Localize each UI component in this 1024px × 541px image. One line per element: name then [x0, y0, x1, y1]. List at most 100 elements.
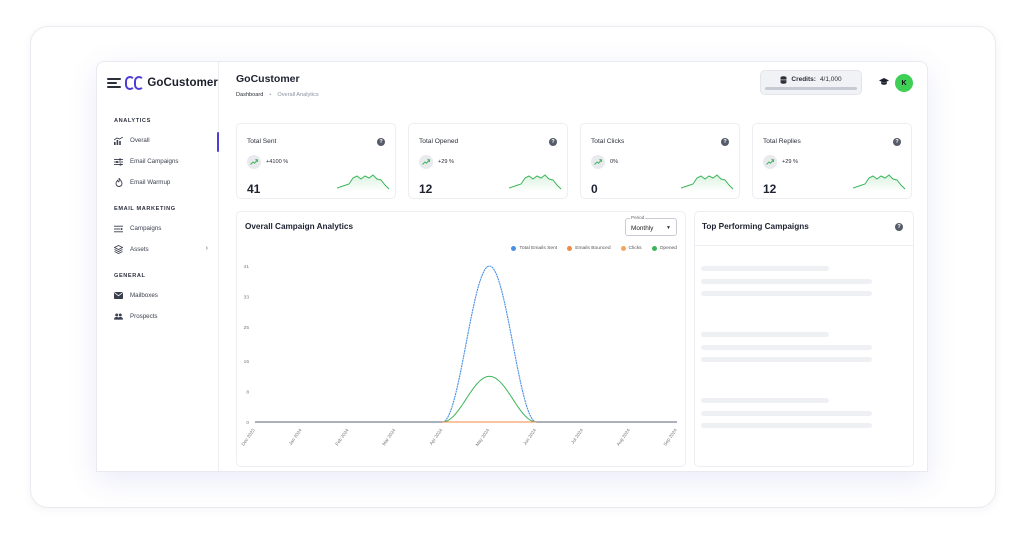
loading-skeleton	[701, 411, 872, 416]
help-icon[interactable]: ?	[549, 138, 557, 146]
legend-label: Clicks	[628, 246, 642, 251]
sidebar-item-email-campaigns[interactable]: Email Campaigns	[97, 151, 218, 172]
stat-card-total-sent: Total Sent ? +4100 % 41	[236, 123, 396, 199]
sidebar-item-campaigns[interactable]: Campaigns	[97, 218, 218, 239]
chart-legend: Total Emails Sent Emails Bounced Clicks Ope…	[511, 246, 677, 251]
loading-skeleton	[701, 332, 829, 337]
logo-row: GoCustomer	[97, 62, 218, 104]
loading-skeleton	[701, 423, 872, 428]
campaign-line-chart: 0 8 16 25 33 41 Dec 2023 Jan 2024 Feb 2024 Mar 20…	[240, 264, 678, 447]
main-content: GoCustomer Dashboard • Overall Analytics…	[219, 62, 927, 471]
sidebar-item-prospects[interactable]: Prospects	[97, 306, 218, 327]
sidebar-item-label: Overall	[130, 137, 150, 144]
stat-value: 41	[247, 182, 261, 196]
stat-value: 12	[763, 182, 777, 196]
database-icon	[780, 75, 787, 84]
breadcrumb-dashboard[interactable]: Dashboard	[236, 92, 264, 98]
caret-down-icon: ▼	[666, 225, 671, 231]
sidebar-section-title: EMAIL MARKETING	[114, 206, 176, 212]
credits-value: 4/1,000	[819, 76, 842, 83]
loading-skeleton	[701, 357, 872, 362]
sparkline	[681, 174, 734, 192]
x-tick-label: Dec 2023	[240, 427, 256, 446]
logo-text: GoCustomer	[147, 77, 218, 89]
graduation-cap-icon[interactable]	[879, 78, 889, 88]
stat-value: 0	[591, 182, 598, 196]
sidebar-item-overall[interactable]: Overall	[97, 130, 219, 152]
stat-change: 0%	[610, 159, 619, 165]
y-tick-label: 8	[246, 390, 249, 396]
y-tick-label: 16	[244, 359, 250, 365]
trend-up-icon	[591, 155, 605, 169]
loading-skeleton	[701, 279, 872, 284]
app-window: GoCustomer ANALYTICS Overall Email Campaig…	[96, 61, 928, 472]
list-icon	[114, 224, 123, 233]
breadcrumb: Dashboard • Overall Analytics	[236, 92, 319, 98]
loading-skeleton	[701, 266, 829, 271]
x-tick-label: Jun 2024	[522, 427, 537, 446]
layers-icon	[114, 245, 123, 254]
sidebar-item-label: Mailboxes	[130, 292, 158, 299]
sidebar-item-email-warmup[interactable]: Email Warmup	[97, 172, 218, 193]
sidebar-item-assets[interactable]: Assets ›	[97, 239, 218, 260]
legend-label: Total Emails Sent	[519, 246, 558, 251]
stat-title: Total Clicks	[591, 138, 625, 145]
legend-item[interactable]: Clicks	[620, 246, 642, 251]
stat-title: Total Sent	[247, 138, 277, 145]
y-tick-label: 0	[246, 420, 249, 426]
legend-dot	[620, 246, 626, 251]
campaign-analytics-title: Overall Campaign Analytics	[245, 222, 353, 231]
help-icon[interactable]: ?	[721, 138, 729, 146]
sidebar: GoCustomer ANALYTICS Overall Email Campaig…	[97, 62, 219, 471]
hamburger-menu-icon[interactable]	[107, 78, 121, 88]
stat-card-total-replies: Total Replies ? +29 % 12	[752, 123, 912, 199]
help-icon[interactable]: ?	[377, 138, 385, 146]
period-select[interactable]: Period Monthly ▼	[625, 215, 677, 236]
trend-up-icon	[763, 155, 777, 169]
loading-skeleton	[701, 398, 829, 403]
sidebar-item-label: Email Campaigns	[130, 158, 179, 165]
avatar[interactable]: K	[895, 74, 913, 92]
trend-up-icon	[247, 155, 261, 169]
sparkline	[853, 174, 906, 192]
legend-label: Emails Bounced	[575, 246, 611, 251]
help-icon[interactable]: ?	[895, 223, 903, 231]
credits-label: Credits:	[791, 76, 816, 83]
sidebar-item-label: Assets	[130, 246, 149, 253]
legend-item[interactable]: Opened	[651, 246, 677, 251]
stat-title: Total Opened	[419, 138, 459, 145]
stat-change: +29 %	[782, 159, 799, 165]
breadcrumb-current: Overall Analytics	[277, 92, 319, 98]
mail-icon	[114, 291, 123, 300]
sparkline	[509, 174, 562, 192]
stat-change: +4100 %	[266, 159, 289, 165]
legend-item[interactable]: Emails Bounced	[567, 246, 611, 251]
credits-button[interactable]: Credits: 4/1,000	[760, 70, 862, 95]
loading-skeleton	[701, 345, 872, 350]
legend-item[interactable]: Total Emails Sent	[511, 246, 557, 251]
x-tick-label: May 2024	[475, 427, 491, 447]
sidebar-item-mailboxes[interactable]: Mailboxes	[97, 285, 218, 306]
period-label: Period	[630, 215, 646, 220]
sidebar-section-title: ANALYTICS	[114, 118, 151, 124]
legend-dot	[567, 246, 573, 251]
loading-skeleton	[701, 291, 872, 296]
sidebar-section-title: GENERAL	[114, 273, 146, 279]
period-value: Monthly	[631, 225, 654, 232]
sidebar-nav: ANALYTICS Overall Email Campaigns Email War…	[97, 118, 219, 327]
series-line-opened	[255, 375, 677, 423]
stat-card-total-opened: Total Opened ? +29 % 12	[408, 123, 568, 199]
x-tick-label: Jul 2024	[570, 427, 584, 444]
legend-dot	[651, 246, 657, 251]
help-icon[interactable]: ?	[893, 138, 901, 146]
x-tick-label: Aug 2024	[616, 427, 632, 446]
trend-up-icon	[419, 155, 433, 169]
y-tick-label: 25	[244, 325, 250, 331]
sparkline	[337, 174, 390, 192]
stat-card-total-clicks: Total Clicks ? 0% 0	[580, 123, 740, 199]
legend-label: Opened	[659, 246, 677, 251]
x-tick-label: Sep 2024	[662, 427, 678, 446]
breadcrumb-separator: •	[269, 92, 272, 98]
x-tick-label: Mar 2024	[381, 427, 396, 446]
legend-dot	[511, 246, 517, 251]
